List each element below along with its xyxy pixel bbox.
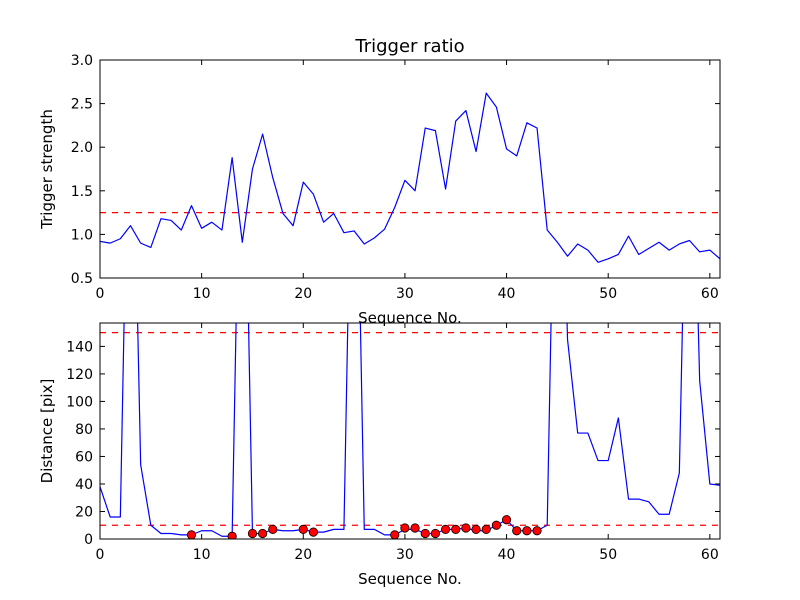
bottom-ytick-label: 20 — [75, 504, 93, 520]
top-plot-area — [100, 92, 720, 263]
bottom-ytick-label: 80 — [75, 422, 93, 438]
top-ytick-label: 1.0 — [71, 227, 93, 243]
top-series-line-0 — [100, 92, 720, 263]
bottom-marker-point — [430, 528, 441, 539]
bottom-ytick-label: 0 — [84, 532, 93, 548]
bottom-xlabel: Sequence No. — [358, 570, 462, 588]
top-ytick-label: 0.5 — [71, 271, 93, 287]
bottom-marker-point — [461, 523, 471, 533]
bottom-marker-point — [186, 530, 197, 539]
bottom-xtick-label: 10 — [193, 547, 211, 563]
bottom-marker-point — [227, 531, 237, 539]
top-xtick-label: 30 — [396, 286, 414, 302]
top-chart-title: Trigger ratio — [354, 36, 464, 57]
bottom-marker-point — [512, 526, 522, 536]
top-xtick-label: 40 — [498, 286, 516, 302]
bottom-ytick-label: 40 — [75, 477, 93, 493]
bottom-ytick-label: 100 — [66, 394, 93, 410]
bottom-xtick-label: 50 — [599, 547, 617, 563]
bottom-xtick-label: 20 — [294, 547, 312, 563]
bottom-marker-point — [298, 524, 308, 534]
bottom-marker-point — [501, 515, 512, 525]
bottom-marker-point — [522, 526, 532, 536]
top-ytick-label: 1.5 — [71, 184, 93, 200]
bottom-axes-frame — [99, 322, 721, 540]
top-xtick-label: 0 — [96, 286, 105, 302]
chart-top: 0 10 20 30 40 50 60 0.5 1.0 1.5 2.0 2.5 3.0 Sequence … — [38, 36, 721, 327]
bottom-marker-point — [410, 523, 420, 533]
bottom-xtick-label: 30 — [396, 547, 414, 563]
bottom-marker-point — [308, 527, 319, 537]
bottom-marker-point — [471, 524, 481, 534]
bottom-marker-point — [400, 523, 410, 533]
bottom-marker-point — [440, 524, 451, 534]
bottom-xtick-label: 0 — [96, 547, 105, 563]
bottom-xtick-label: 60 — [701, 547, 719, 563]
bottom-marker-point — [247, 528, 258, 539]
top-ytick-label: 2.0 — [71, 140, 93, 156]
top-ytick-label: 2.5 — [71, 97, 93, 113]
chart-bottom: 0 10 20 30 40 50 60 0 20 40 60 80 100 120 140 Sequence … — [38, 322, 721, 588]
top-ytick-label: 3.0 — [71, 53, 93, 69]
bottom-ylabel: Distance [pix] — [38, 379, 56, 484]
bottom-marker-point — [491, 520, 501, 530]
bottom-series-line-0 — [100, 323, 720, 537]
bottom-ytick-label: 120 — [66, 367, 93, 383]
top-axes-frame — [99, 59, 721, 279]
top-xlabel: Sequence No. — [358, 309, 462, 327]
bottom-marker-point — [268, 524, 278, 534]
bottom-ytick-label: 60 — [75, 449, 93, 465]
top-xtick-label: 60 — [701, 286, 719, 302]
bottom-marker-point — [451, 524, 461, 534]
bottom-marker-point — [481, 524, 491, 534]
bottom-xtick-label: 40 — [498, 547, 516, 563]
bottom-marker-point — [532, 526, 542, 536]
bottom-marker-point — [258, 528, 268, 539]
top-xtick-label: 10 — [193, 286, 211, 302]
bottom-ytick-label: 140 — [66, 339, 93, 355]
top-ylabel: Trigger strength — [38, 109, 56, 230]
bottom-plot-area — [100, 323, 720, 539]
top-xtick-label: 50 — [599, 286, 617, 302]
bottom-marker-point — [390, 530, 400, 539]
bottom-marker-point — [420, 528, 430, 539]
top-xtick-label: 20 — [294, 286, 312, 302]
